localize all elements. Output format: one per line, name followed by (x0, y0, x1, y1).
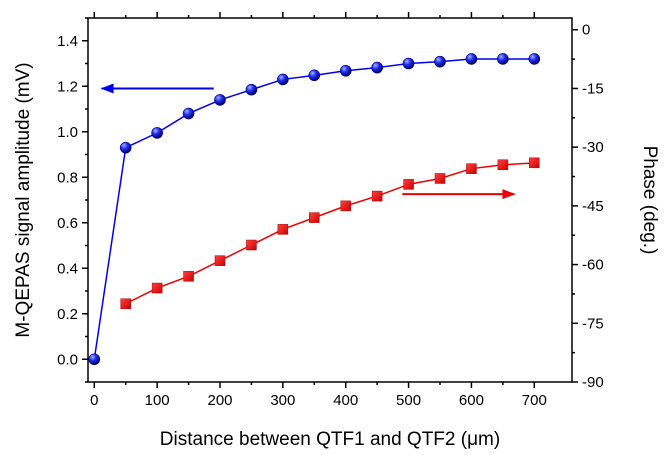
data-point-phase (371, 190, 383, 202)
data-point-amplitude (465, 53, 478, 65)
series-line-left (93, 58, 535, 360)
y-tick-label: 0.6 (57, 215, 78, 232)
y2-tick-label: -90 (582, 374, 604, 391)
data-point-phase (151, 282, 163, 294)
y-tick-label: 0.4 (57, 260, 78, 277)
y-tick-label: 0.0 (57, 351, 78, 368)
x-axis-title: Distance between QTF1 and QTF2 (μm) (160, 429, 500, 450)
data-point-phase (183, 271, 194, 282)
arrow-head-left (100, 83, 114, 94)
y2-tick-label: -75 (582, 315, 604, 332)
data-point-phase (277, 224, 289, 235)
data-point-phase (214, 255, 226, 266)
data-point-phase (434, 173, 446, 184)
data-point-amplitude (528, 53, 541, 65)
y2-tick-label: -15 (582, 80, 604, 97)
tick-labels: 0 100 200 300 400 500 600 700 0.0 0.2 0.4 0.6 0.8 1.0… (57, 22, 604, 409)
data-point-amplitude (402, 57, 415, 70)
series-line-right (125, 162, 535, 305)
x-tick-label: 200 (207, 392, 232, 409)
data-point-phase (497, 159, 509, 171)
y2-tick-label: -60 (582, 257, 604, 274)
y2-tick-label: -30 (582, 139, 604, 156)
data-point-amplitude (339, 64, 352, 77)
y2-axis-title: Phase (deg.) (639, 146, 660, 255)
axis-ticks (82, 12, 578, 388)
data-point-phase (120, 298, 131, 309)
y-tick-label: 1.0 (57, 124, 78, 141)
annotation-arrows (100, 83, 516, 200)
y2-tick-label: 0 (582, 22, 590, 39)
data-point-amplitude (277, 73, 289, 86)
series-layer (88, 53, 541, 366)
data-point-phase (246, 239, 257, 251)
x-tick-label: 500 (396, 392, 421, 409)
x-tick-label: 300 (270, 392, 295, 409)
y-tick-label: 1.4 (57, 33, 78, 50)
data-point-amplitude (371, 61, 383, 74)
data-point-amplitude (434, 55, 446, 68)
data-point-amplitude (497, 53, 509, 65)
data-point-phase (309, 212, 320, 223)
y-tick-label: 1.2 (57, 78, 78, 95)
y2-tick-label: -45 (582, 198, 604, 215)
x-tick-label: 600 (459, 392, 484, 409)
y-tick-label: 0.2 (57, 306, 78, 323)
data-point-phase (340, 200, 351, 212)
data-point-phase (529, 157, 540, 169)
data-point-amplitude (182, 107, 195, 120)
data-point-amplitude (308, 69, 321, 82)
x-tick-label: 0 (90, 392, 98, 409)
data-point-amplitude (245, 83, 258, 96)
x-tick-label: 100 (145, 392, 170, 409)
y-axis-title: M-QEPAS signal amplitude (mV) (13, 62, 34, 337)
data-point-amplitude (151, 127, 163, 139)
y-tick-label: 0.8 (57, 169, 78, 186)
arrow-head-right (502, 189, 516, 200)
data-point-phase (403, 179, 414, 190)
data-point-amplitude (119, 141, 132, 154)
data-point-amplitude (214, 94, 226, 106)
x-tick-label: 700 (522, 392, 547, 409)
data-point-amplitude (88, 353, 101, 366)
x-tick-label: 400 (333, 392, 358, 409)
data-point-phase (466, 163, 477, 174)
